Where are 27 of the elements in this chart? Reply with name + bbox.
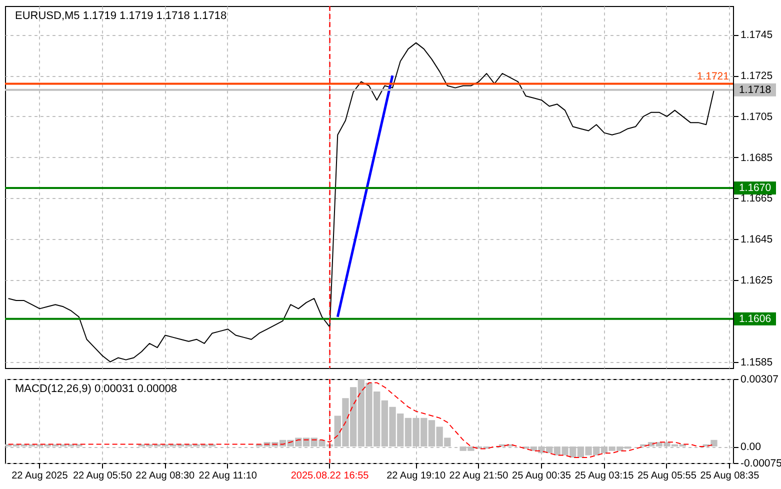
x-tick-label: 25 Aug 08:35 (700, 470, 760, 482)
x-tick-label: 22 Aug 2025 (12, 470, 68, 482)
chart-title: EURUSD,M5 1.1719 1.1719 1.1718 1.1718 (15, 10, 227, 22)
x-tick-label: 22 Aug 19:10 (386, 470, 446, 482)
ref-line-label: 1.1670 (738, 182, 772, 194)
ref-line-label: 1.1721 (696, 70, 730, 83)
y-tick-label: 1.1705 (740, 110, 773, 123)
x-tick-label: 25 Aug 05:55 (637, 470, 697, 482)
ref-line-label: 1.1718 (738, 84, 772, 96)
y-tick-label: 1.1665 (740, 192, 773, 205)
y-tick-label: 1.1625 (740, 274, 773, 287)
x-tick-label: 22 Aug 11:10 (198, 470, 258, 482)
x-tick-label: 25 Aug 03:15 (574, 470, 634, 482)
y-tick-label: 0.00 (740, 441, 762, 454)
x-tick-label: 2025.08.22 16:55 (290, 470, 370, 482)
y-tick-label: 1.1585 (740, 356, 773, 368)
y-tick-label: 0.00307 (740, 374, 779, 386)
y-tick-label: 1.1725 (740, 70, 773, 82)
chart-title: MACD(12,26,9) 0.00031 0.00008 (15, 383, 178, 395)
x-tick-label: 22 Aug 21:50 (449, 470, 509, 482)
ref-line-label: 1.1606 (738, 312, 772, 325)
y-tick-label: 1.1745 (740, 29, 773, 42)
y-tick-label: 1.1685 (740, 152, 773, 164)
x-tick-label: 22 Aug 05:50 (72, 470, 132, 482)
x-tick-label: 22 Aug 08:30 (136, 470, 196, 482)
y-tick-label: 1.1645 (740, 234, 773, 246)
x-tick-label: 25 Aug 00:35 (512, 470, 572, 482)
